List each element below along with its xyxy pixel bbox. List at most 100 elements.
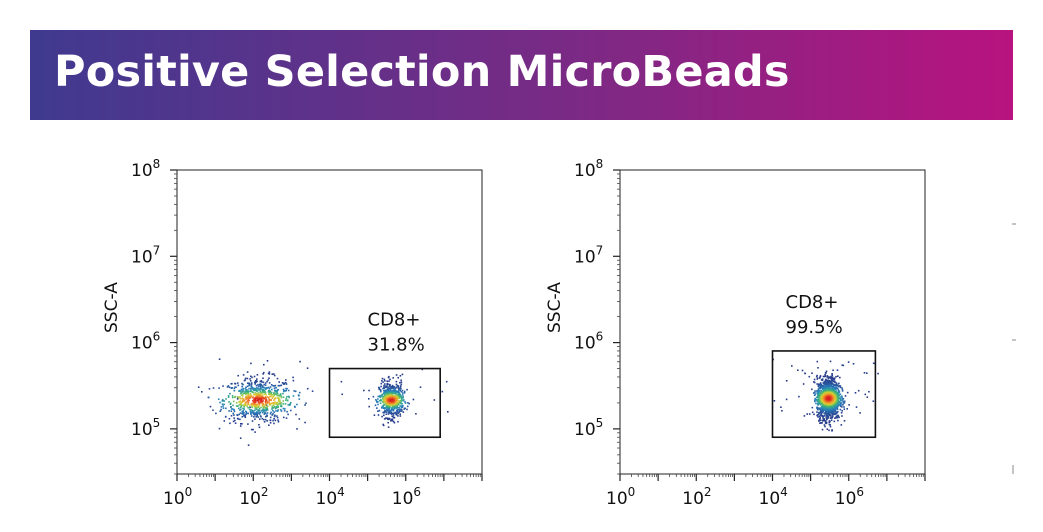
- event-dot: [253, 398, 255, 401]
- event-dot: [217, 398, 220, 400]
- event-dot: [817, 384, 820, 386]
- event-dot: [389, 389, 392, 392]
- event-dot: [236, 417, 239, 420]
- event-dot: [823, 424, 826, 426]
- event-dot: [282, 400, 285, 402]
- event-dot: [262, 397, 265, 399]
- event-dot: [233, 389, 236, 392]
- event-dot: [843, 406, 845, 408]
- event-dot: [814, 393, 817, 396]
- event-dot: [267, 386, 270, 389]
- event-dot: [813, 378, 816, 381]
- event-dot: [245, 397, 248, 400]
- event-dot: [277, 400, 280, 402]
- event-dot: [385, 391, 388, 393]
- event-dot: [250, 403, 253, 405]
- event-dot: [817, 413, 820, 416]
- event-dot: [256, 395, 259, 397]
- event-dot: [264, 406, 267, 409]
- event-dot: [380, 382, 383, 385]
- event-dot: [255, 380, 257, 382]
- event-dot: [249, 410, 252, 412]
- event-dot: [265, 398, 267, 401]
- event-dot: [242, 383, 244, 386]
- event-dot: [368, 398, 370, 400]
- event-dot: [284, 403, 287, 405]
- event-dot: [252, 428, 254, 431]
- event-dot: [840, 395, 842, 398]
- gate-rect: [771, 350, 877, 439]
- event-dot: [834, 406, 837, 408]
- event-dot: [808, 413, 811, 415]
- event-dot: [231, 408, 234, 410]
- event-dot: [252, 399, 254, 402]
- event-dot: [265, 388, 267, 390]
- event-dot: [433, 399, 436, 401]
- event-dot: [397, 406, 399, 409]
- event-dot: [242, 387, 245, 390]
- event-dot: [254, 405, 257, 407]
- event-dot: [391, 387, 394, 389]
- event-dot: [245, 404, 247, 406]
- event-dot: [256, 408, 258, 411]
- event-dot: [240, 408, 242, 411]
- event-dot: [820, 419, 822, 422]
- event-dot: [812, 392, 815, 394]
- event-dot: [832, 369, 834, 372]
- event-dot: [842, 364, 845, 367]
- event-dot: [249, 411, 252, 413]
- event-dot: [384, 380, 386, 382]
- event-dot: [821, 394, 824, 396]
- event-dot: [257, 385, 260, 388]
- event-dot: [253, 405, 255, 407]
- event-dot: [390, 386, 392, 388]
- event-dot: [400, 401, 402, 403]
- event-dot: [811, 372, 813, 374]
- event-dot: [253, 375, 256, 378]
- event-dot: [368, 389, 370, 392]
- event-dot: [383, 386, 385, 388]
- event-dot: [222, 385, 224, 387]
- event-dot: [392, 397, 394, 399]
- event-dot: [386, 417, 389, 420]
- event-dot: [247, 406, 249, 409]
- event-dot: [243, 379, 246, 382]
- event-dot: [276, 405, 278, 408]
- event-dot: [262, 385, 264, 388]
- event-dot: [852, 363, 855, 365]
- event-dot: [275, 390, 278, 392]
- event-dot: [801, 369, 804, 372]
- event-dot: [244, 393, 247, 396]
- event-dot: [824, 373, 826, 376]
- event-dot: [269, 419, 271, 421]
- event-dot: [816, 383, 818, 385]
- event-dot: [222, 405, 224, 407]
- event-dot: [268, 373, 271, 375]
- event-dot: [389, 396, 392, 398]
- event-dot: [393, 398, 395, 401]
- event-dot: [257, 406, 260, 409]
- event-dot: [227, 385, 230, 387]
- event-dot: [824, 414, 826, 417]
- event-dot: [814, 398, 817, 401]
- event-dot: [393, 388, 396, 391]
- event-dot: [246, 385, 249, 388]
- event-dot: [268, 393, 270, 395]
- event-dot: [817, 389, 819, 392]
- event-dot: [400, 381, 403, 384]
- event-dot: [231, 395, 234, 397]
- event-dot: [373, 414, 376, 416]
- event-dot: [262, 405, 265, 408]
- event-dot: [389, 411, 391, 414]
- event-dot: [382, 396, 384, 398]
- event-dot: [833, 413, 836, 415]
- event-dot: [269, 416, 272, 419]
- event-dot: [247, 397, 250, 399]
- event-dot: [401, 389, 404, 392]
- event-dot: [218, 427, 221, 430]
- event-dot: [842, 402, 845, 404]
- event-dot: [265, 407, 268, 409]
- event-dot: [251, 406, 253, 409]
- event-dot: [839, 398, 842, 401]
- event-dot: [272, 403, 275, 405]
